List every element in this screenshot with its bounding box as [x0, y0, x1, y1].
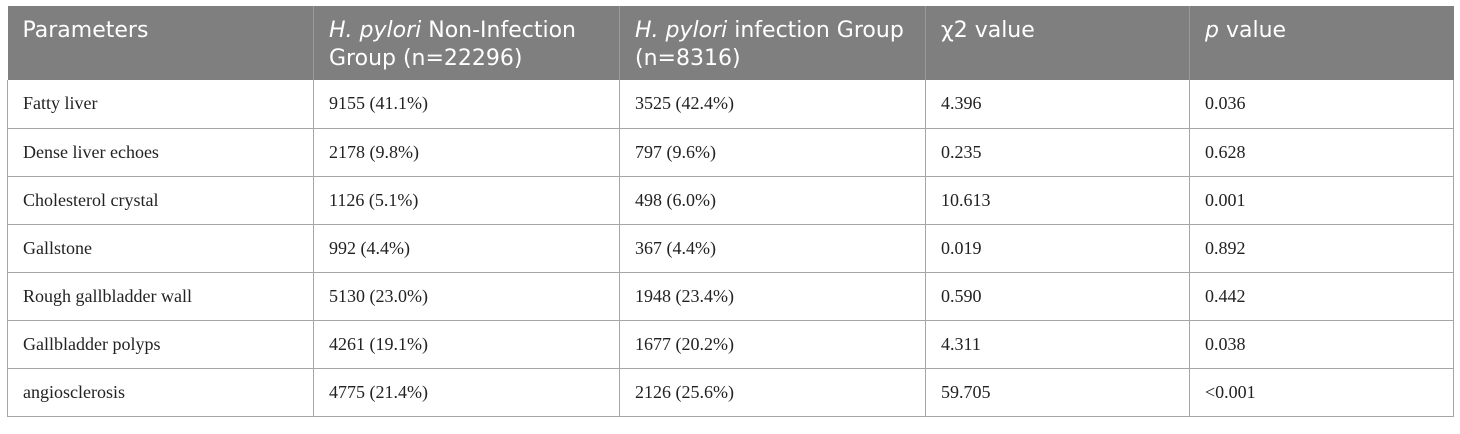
cell-parameter: Gallstone — [7, 223, 314, 273]
cell-infection: 367 (4.4%) — [619, 223, 926, 273]
cell-infection: 2126 (25.6%) — [619, 367, 926, 417]
results-table: Parameters H. pylori Non-Infection Group… — [7, 6, 1454, 417]
cell-chi-square: 4.396 — [925, 80, 1190, 129]
cell-infection: 3525 (42.4%) — [619, 80, 926, 129]
cell-non-infection: 5130 (23.0%) — [313, 271, 620, 321]
header-italic: H. pylori — [329, 18, 422, 43]
table-row: angiosclerosis 4775 (21.4%) 2126 (25.6%)… — [7, 367, 1454, 417]
table-row: Cholesterol crystal 1126 (5.1%) 498 (6.0… — [7, 175, 1454, 225]
table-header: Parameters H. pylori Non-Infection Group… — [7, 6, 1454, 80]
cell-non-infection: 4775 (21.4%) — [313, 367, 620, 417]
header-chi-square-value: χ2 value — [925, 6, 1190, 80]
cell-non-infection: 1126 (5.1%) — [313, 175, 620, 225]
header-text: Non-Infection Group (n=22296) — [329, 18, 576, 71]
cell-non-infection: 9155 (41.1%) — [313, 80, 620, 129]
header-text: χ2 value — [941, 18, 1035, 43]
cell-p-value: 0.036 — [1189, 80, 1454, 129]
cell-chi-square: 4.311 — [925, 319, 1190, 369]
header-italic: H. pylori — [635, 18, 728, 43]
cell-p-value: 0.892 — [1189, 223, 1454, 273]
table-row: Fatty liver 9155 (41.1%) 3525 (42.4%) 4.… — [7, 80, 1454, 129]
cell-p-value: 0.442 — [1189, 271, 1454, 321]
table-row: Rough gallbladder wall 5130 (23.0%) 1948… — [7, 271, 1454, 321]
header-italic: p — [1205, 18, 1219, 43]
cell-parameter: Rough gallbladder wall — [7, 271, 314, 321]
cell-non-infection: 4261 (19.1%) — [313, 319, 620, 369]
header-non-infection-group: H. pylori Non-Infection Group (n=22296) — [313, 6, 620, 80]
table-row: Gallstone 992 (4.4%) 367 (4.4%) 0.019 0.… — [7, 223, 1454, 273]
cell-chi-square: 0.235 — [925, 127, 1190, 177]
header-text: value — [1218, 18, 1287, 43]
cell-parameter: Gallbladder polyps — [7, 319, 314, 369]
cell-parameter: Cholesterol crystal — [7, 175, 314, 225]
cell-p-value: 0.001 — [1189, 175, 1454, 225]
header-text: infection Group (n=8316) — [635, 18, 904, 71]
cell-non-infection: 2178 (9.8%) — [313, 127, 620, 177]
results-table-container: Parameters H. pylori Non-Infection Group… — [7, 6, 1454, 417]
cell-chi-square: 59.705 — [925, 367, 1190, 417]
cell-chi-square: 0.019 — [925, 223, 1190, 273]
cell-chi-square: 10.613 — [925, 175, 1190, 225]
cell-parameter: angiosclerosis — [7, 367, 314, 417]
cell-p-value: 0.628 — [1189, 127, 1454, 177]
cell-infection: 498 (6.0%) — [619, 175, 926, 225]
cell-non-infection: 992 (4.4%) — [313, 223, 620, 273]
cell-p-value: 0.038 — [1189, 319, 1454, 369]
header-parameters: Parameters — [7, 6, 314, 80]
cell-infection: 1677 (20.2%) — [619, 319, 926, 369]
table-body: Fatty liver 9155 (41.1%) 3525 (42.4%) 4.… — [7, 80, 1454, 417]
cell-chi-square: 0.590 — [925, 271, 1190, 321]
header-row: Parameters H. pylori Non-Infection Group… — [7, 6, 1454, 80]
table-row: Dense liver echoes 2178 (9.8%) 797 (9.6%… — [7, 127, 1454, 177]
cell-parameter: Dense liver echoes — [7, 127, 314, 177]
table-row: Gallbladder polyps 4261 (19.1%) 1677 (20… — [7, 319, 1454, 369]
cell-p-value: <0.001 — [1189, 367, 1454, 417]
cell-infection: 1948 (23.4%) — [619, 271, 926, 321]
header-text: Parameters — [22, 18, 149, 43]
header-infection-group: H. pylori infection Group (n=8316) — [619, 6, 926, 80]
cell-infection: 797 (9.6%) — [619, 127, 926, 177]
header-p-value: p value — [1189, 6, 1454, 80]
cell-parameter: Fatty liver — [7, 80, 314, 129]
